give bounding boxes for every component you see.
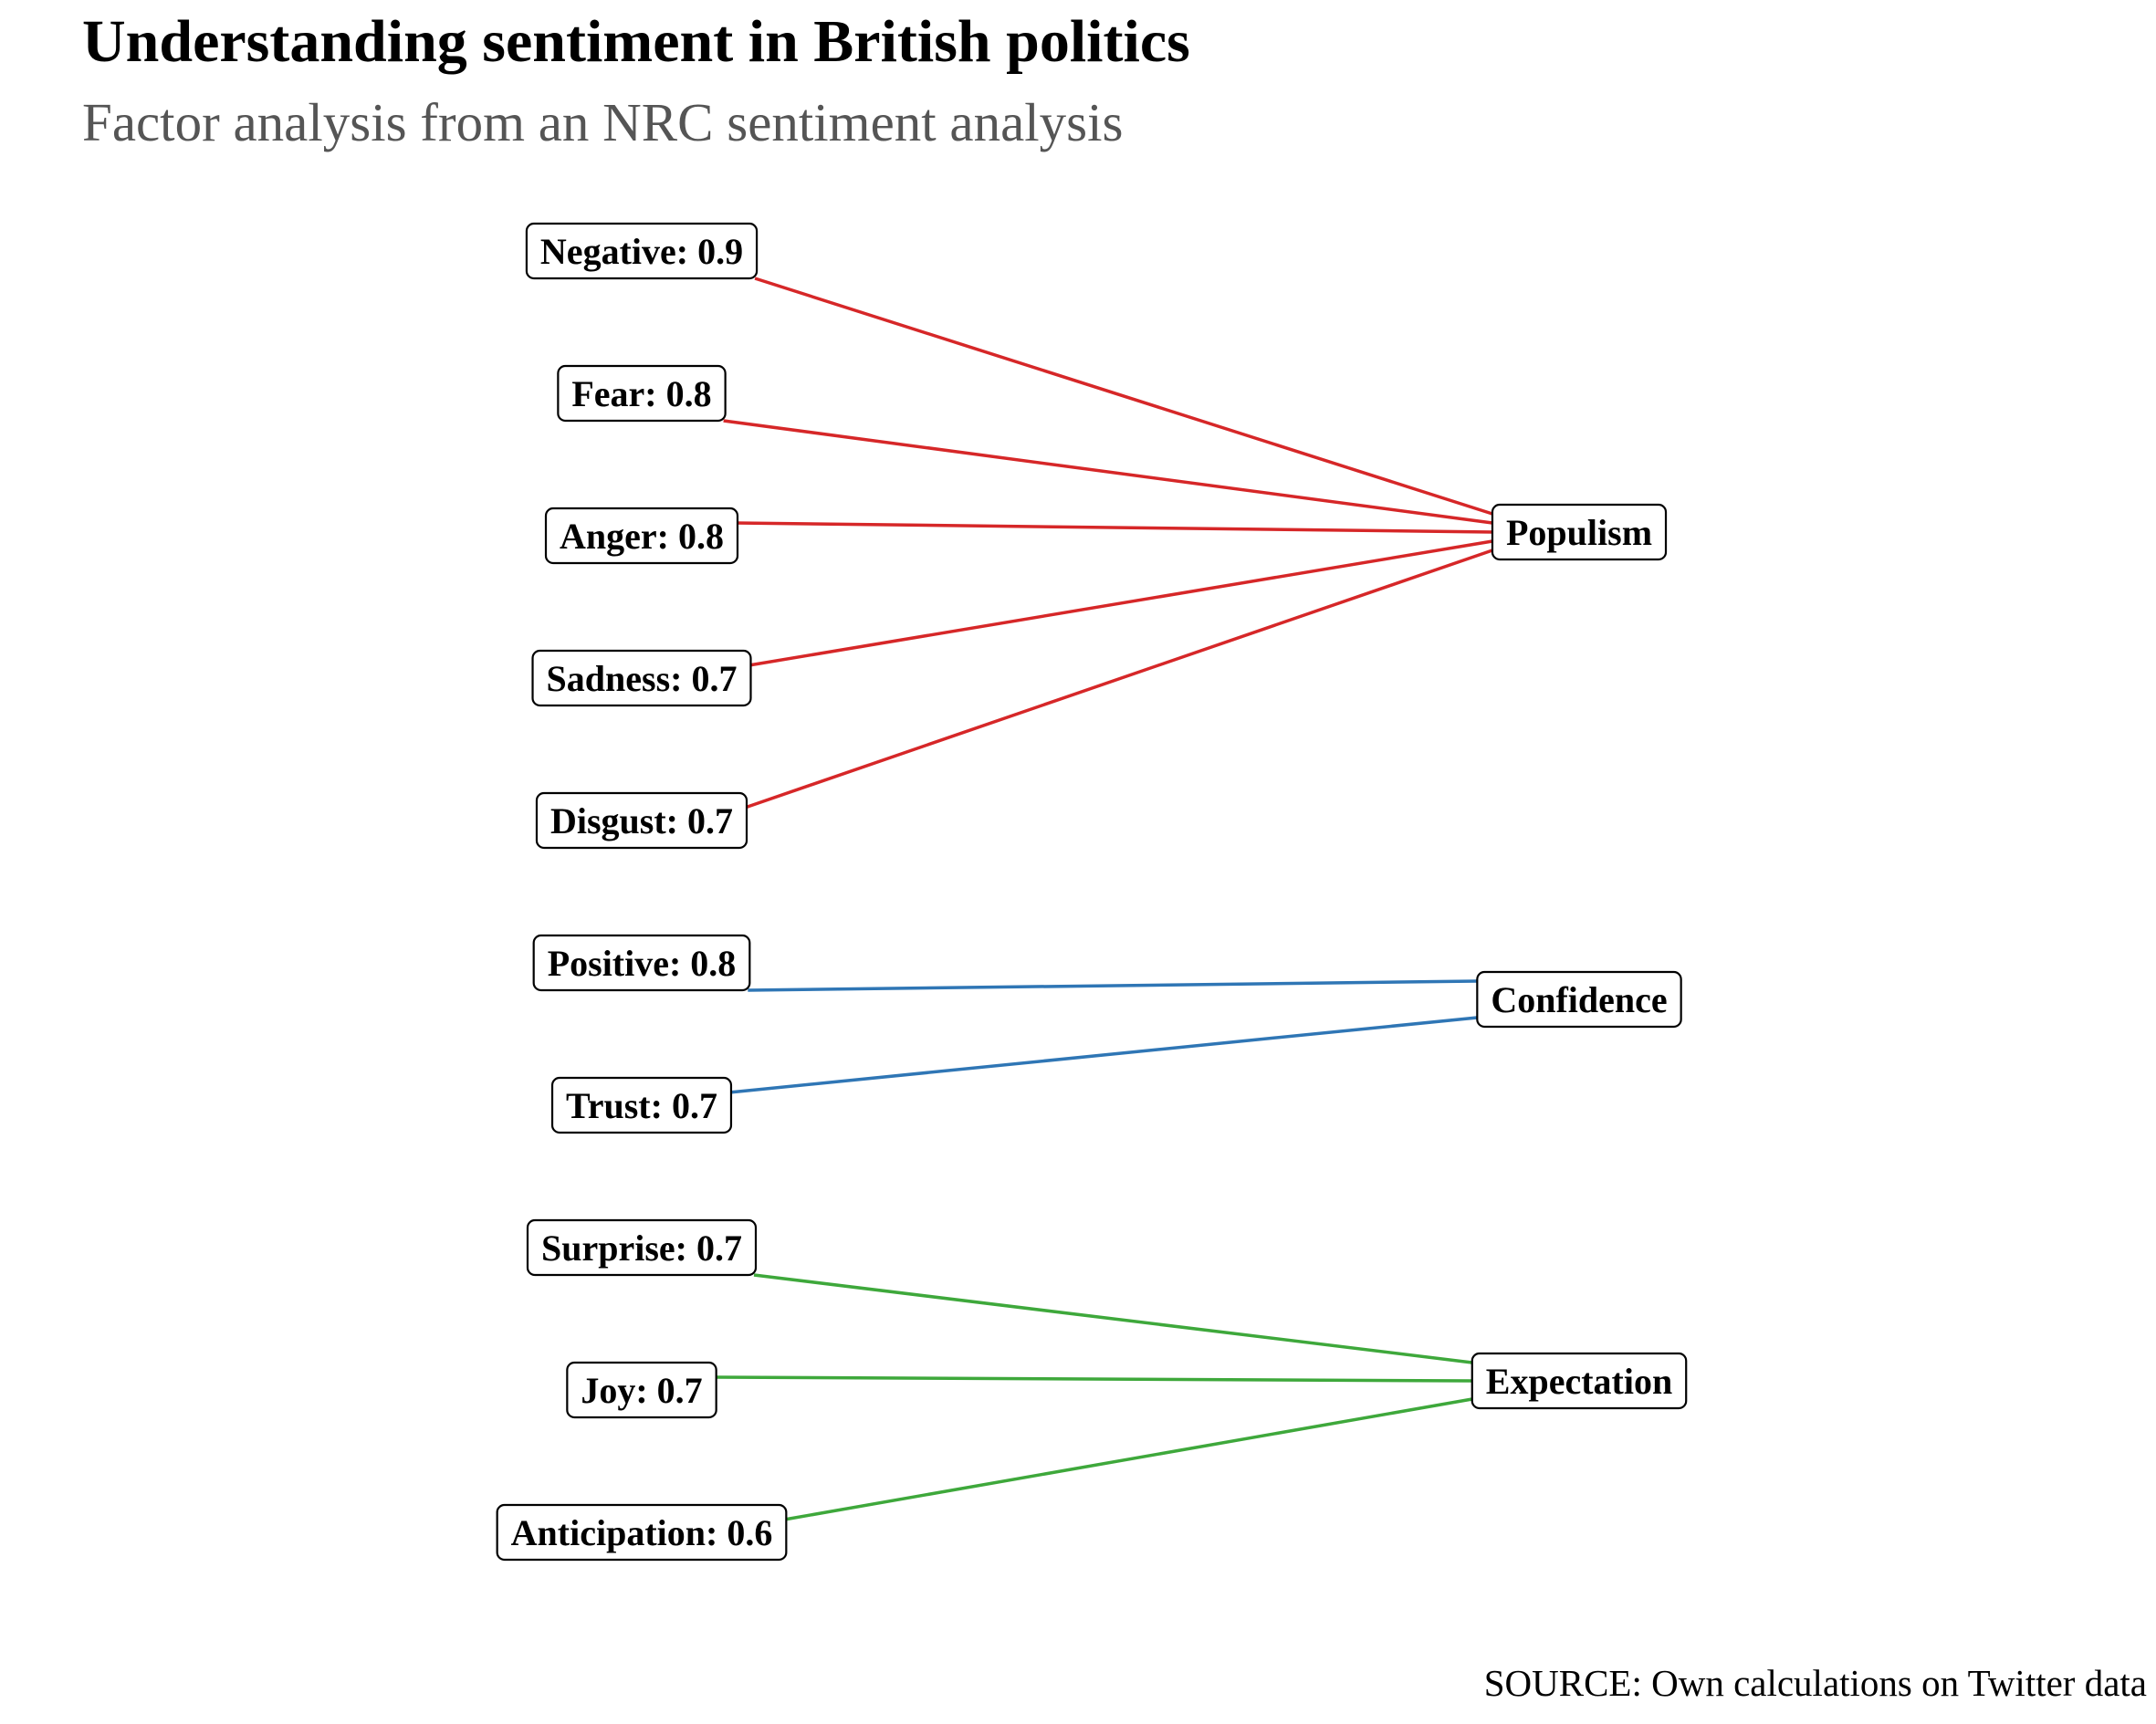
- item-node-trust: Trust: 0.7: [550, 1076, 733, 1134]
- item-node-fear-label: Fear: 0.8: [571, 373, 711, 414]
- factor-node-confidence-box: [1476, 970, 1682, 1029]
- item-node-disgust-box: [535, 791, 748, 850]
- item-node-disgust: Disgust: 0.7: [535, 791, 748, 850]
- factor-node-populism-box: [1491, 503, 1668, 561]
- item-node-negative-box: [525, 222, 759, 280]
- item-node-anticipation-box: [496, 1503, 788, 1562]
- item-node-sadness-box: [531, 649, 752, 707]
- item-node-negative: Negative: 0.9: [525, 222, 759, 280]
- item-node-disgust-label: Disgust: 0.7: [550, 800, 733, 841]
- item-node-positive-box: [532, 934, 751, 992]
- item-node-surprise-label: Surprise: 0.7: [541, 1228, 742, 1269]
- item-node-anticipation: Anticipation: 0.6: [496, 1503, 788, 1562]
- item-node-surprise-box: [526, 1218, 758, 1277]
- item-node-trust-box: [550, 1076, 733, 1134]
- factor-node-populism: Populism: [1491, 503, 1668, 561]
- chart-title: Understanding sentiment in British polit…: [82, 8, 1190, 75]
- source-caption: SOURCE: Own calculations on Twitter data: [1483, 1662, 2147, 1704]
- item-node-anger-label: Anger: 0.8: [560, 516, 724, 557]
- item-node-joy-box: [566, 1361, 717, 1419]
- item-node-trust-label: Trust: 0.7: [566, 1085, 717, 1126]
- factor-node-confidence: Confidence: [1476, 970, 1682, 1029]
- edge-surprise-to-expectation: [753, 1273, 1472, 1364]
- edge-anger-to-populism: [735, 521, 1492, 534]
- edge-trust-to-confidence: [728, 1016, 1478, 1094]
- factor-node-populism-label: Populism: [1506, 512, 1652, 553]
- factor-node-expectation-label: Expectation: [1486, 1361, 1672, 1402]
- item-node-sadness-label: Sadness: 0.7: [547, 658, 738, 699]
- edge-anticipation-to-expectation: [784, 1397, 1473, 1521]
- item-node-anticipation-label: Anticipation: 0.6: [511, 1512, 773, 1553]
- chart-subtitle: Factor analysis from an NRC sentiment an…: [82, 92, 1124, 152]
- nodes-layer: Populism Confidence Expectation Negative: 0…: [496, 222, 1688, 1562]
- edge-disgust-to-populism: [744, 549, 1493, 810]
- factor-node-expectation-box: [1470, 1352, 1688, 1410]
- edge-negative-to-populism: [754, 277, 1493, 516]
- item-node-sadness: Sadness: 0.7: [531, 649, 752, 707]
- item-node-positive-label: Positive: 0.8: [548, 943, 737, 984]
- item-node-anger: Anger: 0.8: [544, 507, 739, 565]
- item-node-joy: Joy: 0.7: [566, 1361, 717, 1419]
- factor-node-confidence-label: Confidence: [1491, 979, 1667, 1020]
- item-node-anger-box: [544, 507, 739, 565]
- item-node-fear-box: [557, 364, 727, 423]
- item-node-joy-label: Joy: 0.7: [581, 1370, 702, 1411]
- factor-node-expectation: Expectation: [1470, 1352, 1688, 1410]
- item-node-surprise: Surprise: 0.7: [526, 1218, 758, 1277]
- item-node-positive: Positive: 0.8: [532, 934, 751, 992]
- edge-positive-to-confidence: [748, 979, 1478, 992]
- item-node-negative-label: Negative: 0.9: [540, 231, 743, 272]
- item-node-fear: Fear: 0.8: [557, 364, 727, 423]
- edge-sadness-to-populism: [748, 539, 1493, 667]
- edge-joy-to-expectation: [714, 1375, 1472, 1383]
- edges-layer: [714, 277, 1493, 1521]
- edge-fear-to-populism: [723, 419, 1493, 525]
